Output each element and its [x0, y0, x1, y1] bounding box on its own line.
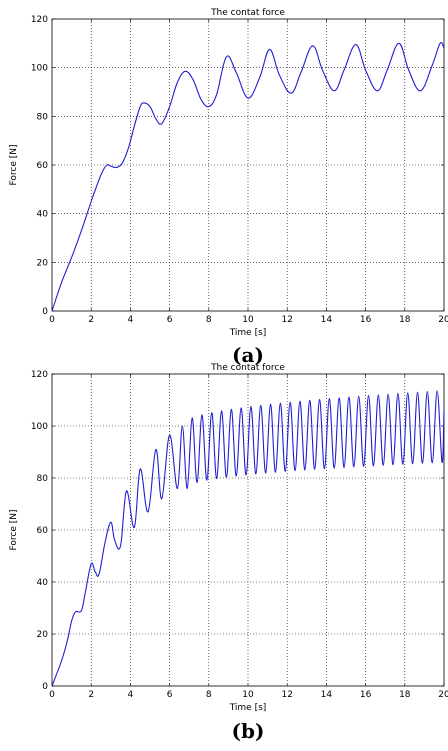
x-tick-label: 14 [321, 315, 333, 325]
x-tick-label: 16 [360, 690, 372, 700]
x-tick-label: 12 [281, 690, 292, 700]
y-tick-label: 80 [37, 112, 49, 122]
chart-panel-b: 0 2 4 6 8 10 12 14 16 18 20 0 20 40 60 80 100 120 The cont… [9, 363, 448, 743]
x-tick-label: 8 [206, 690, 212, 700]
chart-panel-a: 0 2 4 6 8 10 12 14 16 18 20 0 20 40 60 80 100 120 The cont… [9, 8, 448, 367]
x-tick-label: 6 [167, 315, 173, 325]
y-tick-label: 100 [31, 422, 48, 432]
y-tick-label: 100 [31, 64, 48, 74]
x-axis-label: Time [s] [229, 703, 267, 713]
y-tick-label: 60 [37, 526, 49, 536]
x-tick-label: 4 [128, 690, 134, 700]
panel-label: (a) [232, 343, 264, 367]
y-tick-label: 20 [37, 258, 49, 268]
x-tick-label: 14 [321, 690, 333, 700]
chart-title: The contat force [210, 8, 285, 18]
x-tick-label: 2 [88, 315, 94, 325]
x-tick-label: 18 [399, 690, 411, 700]
y-tick-label: 40 [37, 578, 49, 588]
x-tick-label: 16 [360, 315, 372, 325]
y-tick-label: 60 [37, 161, 49, 171]
y-tick-label: 20 [37, 630, 49, 640]
force-series-line [51, 42, 445, 312]
y-tick-label: 120 [31, 370, 48, 380]
y-tick-label: 120 [31, 15, 48, 25]
force-series-line [51, 390, 445, 687]
x-tick-label: 10 [242, 315, 254, 325]
panel-label: (b) [232, 719, 265, 743]
x-tick-label: 2 [88, 690, 94, 700]
y-tick-label: 40 [37, 210, 49, 220]
chart-title: The contat force [210, 363, 285, 373]
x-tick-label: 10 [242, 690, 254, 700]
x-tick-label: 8 [206, 315, 212, 325]
x-tick-label: 20 [438, 690, 448, 700]
y-tick-label: 0 [42, 682, 48, 692]
x-tick-label: 4 [128, 315, 134, 325]
x-tick-label: 0 [49, 690, 55, 700]
x-tick-label: 18 [399, 315, 411, 325]
x-axis-label: Time [s] [229, 328, 267, 338]
y-axis-label: Force [N] [9, 145, 19, 186]
x-tick-label: 6 [167, 690, 173, 700]
x-tick-label: 20 [438, 315, 448, 325]
y-axis-label: Force [N] [9, 510, 19, 551]
y-tick-label: 0 [42, 307, 48, 317]
y-tick-label: 80 [37, 474, 49, 484]
x-tick-label: 0 [49, 315, 55, 325]
x-tick-label: 12 [281, 315, 292, 325]
